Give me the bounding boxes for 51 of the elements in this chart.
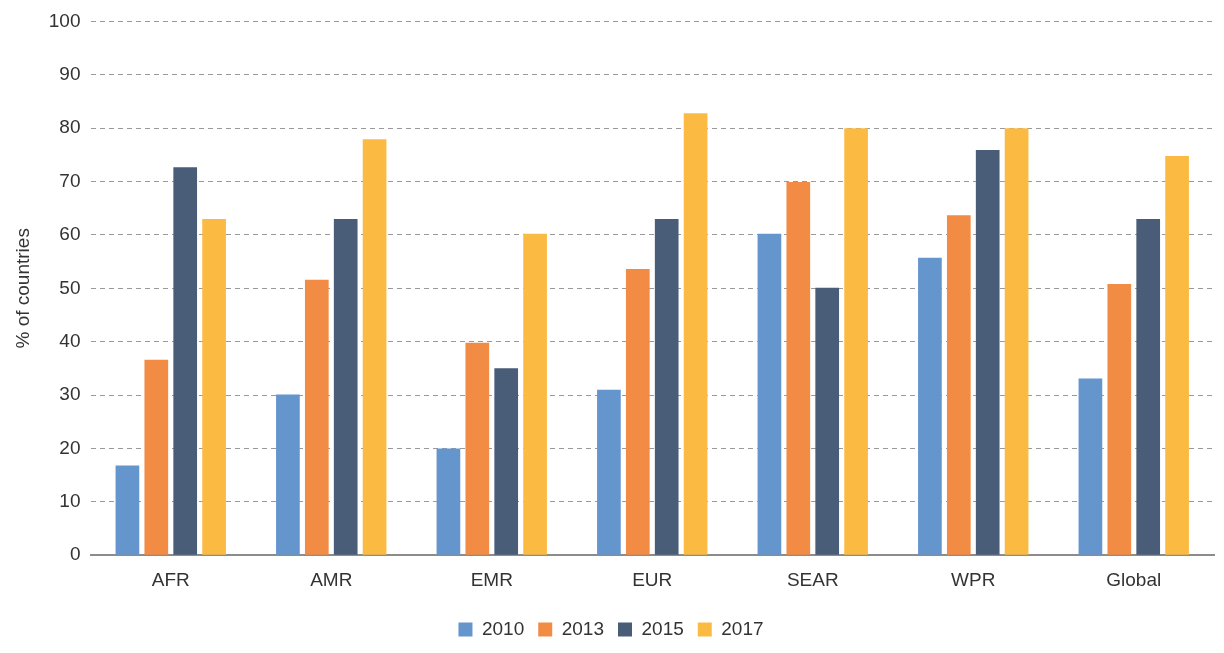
bar	[786, 182, 811, 555]
bar	[918, 257, 942, 555]
x-tick-label: EMR	[470, 568, 513, 590]
bar	[494, 368, 519, 555]
bar	[597, 389, 621, 555]
bar	[815, 287, 840, 555]
bar	[465, 342, 490, 555]
x-tick-label: SEAR	[786, 568, 839, 590]
bar	[757, 233, 782, 555]
y-tick-label: 70	[59, 169, 81, 191]
y-tick-label: 90	[59, 63, 81, 85]
bar	[333, 218, 358, 555]
bar	[362, 139, 387, 555]
legend-label: 2013	[561, 617, 605, 639]
bar	[683, 113, 708, 555]
bar	[1004, 128, 1029, 555]
bar	[1078, 378, 1103, 555]
x-tick-label: EUR	[632, 568, 673, 590]
bar	[625, 269, 650, 555]
bar	[436, 448, 461, 555]
x-tick-label: AFR	[151, 568, 190, 590]
bar	[115, 465, 140, 555]
bar	[654, 218, 679, 555]
y-axis-title: % of countries	[11, 228, 33, 349]
y-tick-label: 20	[59, 436, 81, 458]
y-tick-label: 100	[48, 9, 81, 31]
y-tick-label: 30	[59, 383, 81, 405]
y-tick-label: 80	[59, 116, 81, 138]
legend-label: 2015	[641, 617, 684, 639]
y-tick-label: 0	[69, 543, 81, 565]
x-tick-label: AMR	[310, 568, 353, 590]
x-tick-label: WPR	[951, 568, 996, 590]
y-tick-label: 60	[59, 223, 81, 245]
bar	[1136, 218, 1161, 555]
bar	[202, 218, 226, 555]
bar	[276, 394, 300, 555]
bar	[523, 233, 547, 555]
bar	[844, 128, 868, 555]
x-tick-label: Global	[1106, 568, 1162, 590]
bar	[1107, 284, 1132, 555]
bar	[975, 150, 1000, 555]
legend-label: 2017	[721, 617, 764, 639]
y-tick-label: 10	[59, 490, 81, 512]
bar	[304, 279, 329, 555]
bar	[144, 359, 169, 555]
legend-label: 2010	[481, 617, 525, 639]
y-tick-label: 40	[59, 329, 81, 351]
bar	[946, 215, 971, 555]
y-tick-label: 50	[59, 276, 81, 298]
bar	[1165, 155, 1189, 555]
bar	[173, 167, 198, 555]
